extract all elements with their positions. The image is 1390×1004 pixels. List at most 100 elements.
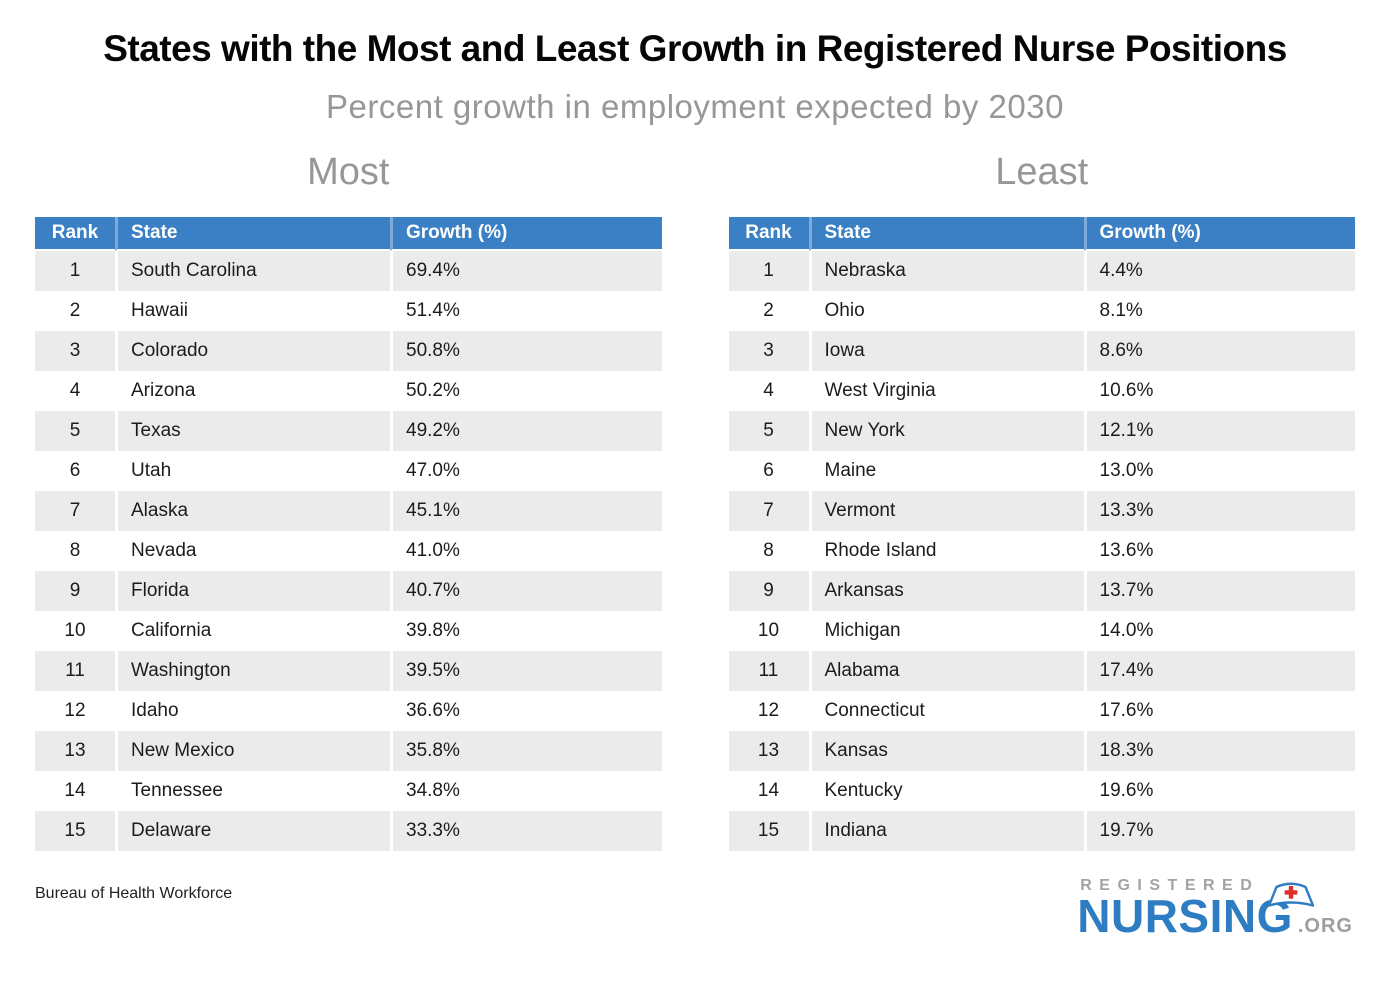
state-cell: Texas <box>115 411 390 452</box>
table-row: 1 South Carolina 69.4% <box>35 251 662 292</box>
rank-cell: 14 <box>728 771 809 812</box>
state-cell: New York <box>808 411 1084 452</box>
growth-cell: 49.2% <box>390 411 662 452</box>
table-row: 14 Kentucky 19.6% <box>728 771 1355 812</box>
growth-cell: 13.7% <box>1083 571 1355 612</box>
rank-cell: 13 <box>728 731 809 772</box>
page-title: States with the Most and Least Growth in… <box>103 28 1287 69</box>
state-cell: Delaware <box>115 811 390 852</box>
rank-cell: 11 <box>35 651 115 692</box>
column-header-growth: Growth (%) <box>1083 217 1355 252</box>
rank-cell: 15 <box>35 811 115 852</box>
logo-main-row: NURSING .ORG <box>1077 889 1353 942</box>
column-header-state: State <box>808 217 1084 252</box>
table-row: 12 Idaho 36.6% <box>35 691 662 732</box>
state-cell: Nebraska <box>808 251 1084 292</box>
table-row: 14 Tennessee 34.8% <box>35 771 662 812</box>
rank-cell: 5 <box>728 411 809 452</box>
state-cell: Nevada <box>115 531 390 572</box>
table-row: 6 Maine 13.0% <box>728 451 1355 492</box>
column-header-growth: Growth (%) <box>390 217 662 252</box>
table-row: 2 Ohio 8.1% <box>728 291 1355 332</box>
rank-cell: 13 <box>35 731 115 772</box>
rank-cell: 4 <box>728 371 809 412</box>
column-header-rank: Rank <box>35 217 115 252</box>
growth-cell: 19.7% <box>1083 811 1355 852</box>
nurse-cap-icon <box>1267 882 1315 907</box>
logo-nursing-text: NURSING <box>1077 889 1293 942</box>
growth-cell: 8.6% <box>1083 331 1355 372</box>
state-cell: West Virginia <box>808 371 1084 412</box>
rank-cell: 2 <box>35 291 115 332</box>
table-row: 13 Kansas 18.3% <box>728 731 1355 772</box>
growth-cell: 10.6% <box>1083 371 1355 412</box>
table-row: 4 Arizona 50.2% <box>35 371 662 412</box>
rank-cell: 12 <box>35 691 115 732</box>
state-cell: Arkansas <box>808 571 1084 612</box>
state-cell: Vermont <box>808 491 1084 532</box>
table-row: 11 Washington 39.5% <box>35 651 662 692</box>
table-header-row: Rank State Growth (%) <box>35 217 662 252</box>
growth-cell: 69.4% <box>390 251 662 292</box>
rank-cell: 8 <box>728 531 809 572</box>
rank-cell: 4 <box>35 371 115 412</box>
table-row: 9 Arkansas 13.7% <box>728 571 1355 612</box>
table-row: 4 West Virginia 10.6% <box>728 371 1355 412</box>
state-cell: California <box>115 611 390 652</box>
growth-cell: 17.6% <box>1083 691 1355 732</box>
rank-cell: 1 <box>35 251 115 292</box>
table-row: 15 Indiana 19.7% <box>728 811 1355 852</box>
state-cell: Rhode Island <box>808 531 1084 572</box>
table-row: 2 Hawaii 51.4% <box>35 291 662 332</box>
state-cell: Iowa <box>808 331 1084 372</box>
rank-cell: 15 <box>728 811 809 852</box>
table-row: 12 Connecticut 17.6% <box>728 691 1355 732</box>
state-cell: Kentucky <box>808 771 1084 812</box>
most-label: Most <box>307 151 390 194</box>
growth-cell: 13.3% <box>1083 491 1355 532</box>
column-header-rank: Rank <box>728 217 809 252</box>
state-cell: Arizona <box>115 371 390 412</box>
rank-cell: 9 <box>35 571 115 612</box>
state-cell: Hawaii <box>115 291 390 332</box>
table-row: 8 Nevada 41.0% <box>35 531 662 572</box>
state-cell: Alaska <box>115 491 390 532</box>
growth-cell: 14.0% <box>1083 611 1355 652</box>
table-header-row: Rank State Growth (%) <box>728 217 1355 252</box>
tables-row: Most Rank State Growth (%) 1 South Caroli… <box>35 151 1355 852</box>
least-table-body: 1 Nebraska 4.4% 2 Ohio 8.1% 3 Iowa 8.6% 4 West Vir… <box>728 251 1355 852</box>
rank-cell: 12 <box>728 691 809 732</box>
rank-cell: 9 <box>728 571 809 612</box>
rank-cell: 14 <box>35 771 115 812</box>
state-cell: Alabama <box>808 651 1084 692</box>
table-row: 5 Texas 49.2% <box>35 411 662 452</box>
growth-cell: 13.0% <box>1083 451 1355 492</box>
table-row: 15 Delaware 33.3% <box>35 811 662 852</box>
table-row: 10 California 39.8% <box>35 611 662 652</box>
table-row: 13 New Mexico 35.8% <box>35 731 662 772</box>
rank-cell: 10 <box>35 611 115 652</box>
source-text: Bureau of Health Workforce <box>35 885 233 903</box>
rank-cell: 8 <box>35 531 115 572</box>
table-row: 3 Iowa 8.6% <box>728 331 1355 372</box>
table-row: 9 Florida 40.7% <box>35 571 662 612</box>
state-cell: Maine <box>808 451 1084 492</box>
table-row: 11 Alabama 17.4% <box>728 651 1355 692</box>
rank-cell: 6 <box>35 451 115 492</box>
table-row: 8 Rhode Island 13.6% <box>728 531 1355 572</box>
growth-cell: 45.1% <box>390 491 662 532</box>
least-label: Least <box>995 151 1089 194</box>
rank-cell: 5 <box>35 411 115 452</box>
column-header-state: State <box>115 217 390 252</box>
rank-cell: 7 <box>728 491 809 532</box>
state-cell: New Mexico <box>115 731 390 772</box>
state-cell: Tennessee <box>115 771 390 812</box>
rank-cell: 2 <box>728 291 809 332</box>
page-subtitle: Percent growth in employment expected by… <box>326 87 1064 125</box>
state-cell: Indiana <box>808 811 1084 852</box>
growth-cell: 36.6% <box>390 691 662 732</box>
rank-cell: 10 <box>728 611 809 652</box>
state-cell: Washington <box>115 651 390 692</box>
least-table-section: Least Rank State Growth (%) 1 Nebraska 4.4… <box>728 151 1355 852</box>
growth-cell: 19.6% <box>1083 771 1355 812</box>
